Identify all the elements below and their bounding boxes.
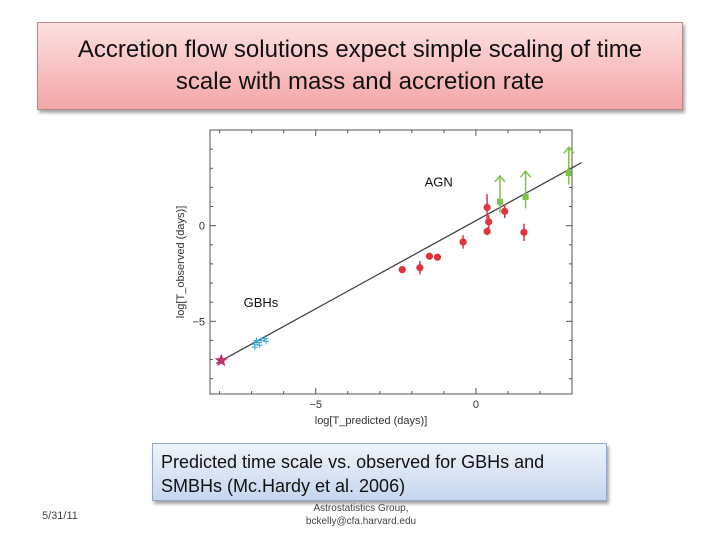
slide-title-line-2: scale with mass and accretion rate [175, 68, 545, 95]
agn-point [520, 228, 528, 236]
slide-title-box: Accretion flow solutions expect simple s… [37, 22, 683, 110]
plot-frame [209, 129, 573, 395]
y-tick-label: −5 [192, 316, 205, 328]
limit-arrow [563, 146, 575, 154]
slide-date: 5/31/11 [42, 510, 78, 522]
x-tick-label: 0 [473, 399, 479, 411]
agn-point [425, 252, 434, 260]
agn-point [501, 207, 509, 215]
limit-point [496, 198, 503, 205]
y-tick-label: 0 [199, 221, 205, 233]
agn-point [483, 227, 491, 235]
figure-caption: Predicted time scale vs. observed for GB… [152, 443, 607, 501]
limit-point [522, 193, 529, 200]
credit-line-2: bckelly@cfa.harvard.edu [305, 516, 417, 527]
star-point [214, 353, 228, 367]
agn-point [485, 218, 493, 226]
agn-point [416, 264, 424, 272]
agn-point [398, 266, 406, 274]
scatter-chart: −5 0 0 −5 log[T_predicted (days)] log[T_obser… [175, 129, 582, 427]
y-axis-label: log[T_observed (days)] [175, 206, 187, 319]
limit-arrow [494, 174, 506, 183]
limit-arrow [519, 169, 532, 178]
annotation-agn: AGN [425, 174, 453, 189]
slide-credit: Astrostatistics Group, bckelly@cfa.harva… [276, 502, 446, 528]
x-axis-label: log[T_predicted (days)] [315, 415, 428, 427]
agn-point [483, 203, 491, 212]
slide-title-line-1: Accretion flow solutions expect simple s… [77, 36, 643, 63]
x-tick-label: −5 [309, 399, 322, 411]
fit-line [216, 161, 582, 364]
agn-point [433, 253, 442, 261]
caption-line-2: SMBHs (Mc.Hardy et al. 2006) [161, 476, 406, 496]
credit-line-1: Astrostatistics Group, [313, 503, 409, 514]
annotation-gbhs: GBHs [244, 295, 279, 310]
agn-point [459, 238, 467, 246]
limit-point [565, 170, 572, 177]
slide-title: Accretion flow solutions expect simple s… [50, 34, 670, 98]
caption-line-1: Predicted time scale vs. observed for GB… [161, 452, 545, 472]
